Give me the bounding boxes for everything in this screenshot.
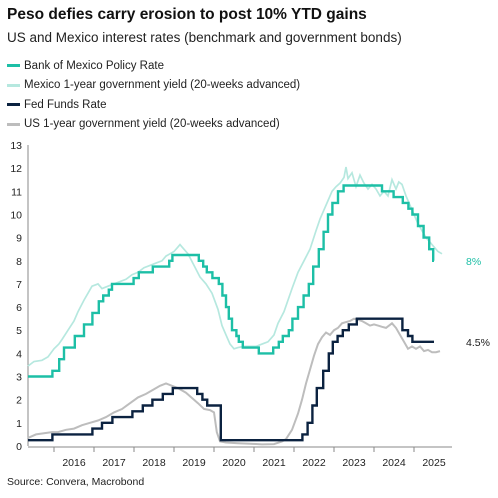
- chart-title: Peso defies carry erosion to post 10% YT…: [7, 6, 367, 23]
- x-tick-label: 2025: [422, 457, 446, 469]
- series-line-0: [28, 184, 435, 378]
- x-tick-label: 2022: [302, 457, 326, 469]
- y-tick-label: 2: [16, 395, 22, 407]
- series-line-2: [28, 317, 434, 442]
- legend-item-fed-funds: Fed Funds Rate: [7, 95, 300, 115]
- y-tick-label: 9: [16, 233, 22, 245]
- legend-swatch-banxico-rate: [7, 64, 20, 68]
- legend-swatch-fed-funds: [7, 103, 20, 107]
- y-tick-label: 8: [16, 256, 22, 268]
- series-line-1: [27, 166, 443, 367]
- x-tick-label: 2017: [102, 457, 126, 469]
- end-label-banxico-rate: 8%: [466, 256, 481, 268]
- legend-item-banxico-rate: Bank of Mexico Policy Rate: [7, 56, 300, 76]
- y-tick-label: 5: [16, 325, 22, 337]
- y-tick-label: 0: [16, 441, 22, 453]
- x-tick-label: 2024: [382, 457, 406, 469]
- x-tick-label: 2018: [142, 457, 166, 469]
- x-tick-label: 2016: [62, 457, 86, 469]
- y-tick-label: 6: [16, 302, 22, 314]
- chart-source: Source: Convera, Macrobond: [7, 476, 145, 488]
- x-tick-label: 2023: [342, 457, 366, 469]
- legend-label-banxico-rate: Bank of Mexico Policy Rate: [24, 59, 164, 72]
- x-tick-label: 2020: [222, 457, 246, 469]
- legend-swatch-us-yield: [7, 122, 20, 126]
- y-tick-label: 7: [16, 279, 22, 291]
- y-tick-label: 11: [11, 186, 22, 198]
- legend-label-fed-funds: Fed Funds Rate: [24, 98, 107, 111]
- y-tick-label: 13: [10, 140, 22, 152]
- legend-label-us-yield: US 1-year government yield (20-weeks adv…: [24, 118, 280, 131]
- x-tick-label: 2019: [182, 457, 206, 469]
- legend-item-us-yield: US 1-year government yield (20-weeks adv…: [7, 115, 300, 135]
- y-tick-label: 1: [16, 418, 22, 430]
- legend-swatch-mexico-yield: [7, 83, 20, 87]
- x-tick-label: 2021: [262, 457, 286, 469]
- chart-subtitle: US and Mexico interest rates (benchmark …: [7, 30, 402, 45]
- y-tick-label: 4: [16, 348, 22, 360]
- series-line-3: [27, 317, 441, 446]
- y-tick-label: 3: [16, 372, 22, 384]
- legend-label-mexico-yield: Mexico 1-year government yield (20-weeks…: [24, 79, 301, 92]
- legend-item-mexico-yield: Mexico 1-year government yield (20-weeks…: [7, 76, 300, 96]
- end-label-fed-funds: 4.5%: [466, 337, 490, 349]
- y-tick-label: 12: [10, 163, 22, 175]
- chart-legend: Bank of Mexico Policy Rate Mexico 1-year…: [7, 56, 300, 134]
- y-tick-label: 10: [10, 209, 22, 221]
